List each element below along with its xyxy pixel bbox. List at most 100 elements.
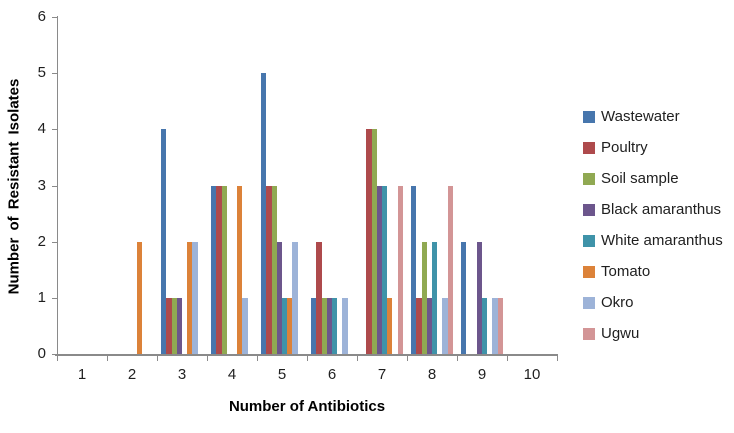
x-axis-title: Number of Antibiotics bbox=[228, 398, 386, 415]
legend-item: White amaranthus bbox=[583, 225, 723, 256]
legend-item: Black amaranthus bbox=[583, 194, 723, 225]
bar-ugwu bbox=[497, 297, 503, 354]
bar-okro bbox=[442, 297, 448, 354]
bar-soil-sample bbox=[221, 185, 227, 354]
y-tick-label: 5 bbox=[37, 64, 46, 82]
x-tick-label: 1 bbox=[77, 366, 87, 383]
x-tick-label: 8 bbox=[427, 366, 437, 383]
bar-tomato bbox=[387, 297, 393, 354]
y-tick-mark bbox=[52, 73, 57, 75]
bar-black-amaranthus bbox=[176, 297, 182, 354]
bar-black-amaranthus bbox=[426, 297, 432, 354]
legend-swatch-icon bbox=[583, 265, 595, 278]
y-tick-label: 3 bbox=[37, 176, 46, 194]
bar-poultry bbox=[366, 129, 372, 354]
bar-white-amaranthus bbox=[382, 185, 388, 354]
bar-poultry bbox=[266, 185, 272, 354]
bar-group-9 bbox=[457, 17, 507, 354]
y-tick-mark bbox=[52, 129, 57, 131]
y-tick-label: 1 bbox=[37, 288, 46, 306]
x-tick-mark bbox=[357, 356, 358, 361]
legend-label: Soil sample bbox=[601, 170, 679, 187]
legend-label: White amaranthus bbox=[601, 232, 723, 249]
x-tick-label: 2 bbox=[127, 366, 137, 383]
x-tick-label: 4 bbox=[227, 366, 237, 383]
y-tick-label: 2 bbox=[37, 232, 46, 250]
y-axis-line bbox=[57, 16, 58, 355]
x-tick-mark bbox=[557, 356, 558, 361]
x-tick-label: 9 bbox=[477, 366, 487, 383]
bar-wastewater bbox=[461, 241, 467, 354]
bar-black-amaranthus bbox=[476, 241, 482, 354]
x-tick-mark bbox=[507, 356, 508, 361]
legend-item: Okro bbox=[583, 287, 723, 318]
legend-item: Poultry bbox=[583, 132, 723, 163]
bar-group-8 bbox=[407, 17, 457, 354]
x-tick-mark bbox=[457, 356, 458, 361]
y-tick-label: 6 bbox=[37, 8, 46, 25]
x-tick-mark bbox=[207, 356, 208, 361]
x-tick-label: 3 bbox=[177, 366, 187, 383]
bar-soil-sample bbox=[321, 297, 327, 354]
bar-white-amaranthus bbox=[332, 297, 338, 354]
legend-item: Wastewater bbox=[583, 101, 723, 132]
x-tick-mark bbox=[307, 356, 308, 361]
bar-wastewater bbox=[211, 185, 217, 354]
bar-wastewater bbox=[411, 185, 417, 354]
legend-label: Wastewater bbox=[601, 108, 680, 125]
bar-white-amaranthus bbox=[432, 241, 438, 354]
legend: Wastewater Poultry Soil sample Black amaran… bbox=[583, 101, 723, 349]
x-tick-label: 7 bbox=[377, 366, 387, 383]
bar-group-5 bbox=[257, 17, 307, 354]
legend-label: Okro bbox=[601, 294, 634, 311]
legend-label: Ugwu bbox=[601, 325, 640, 342]
bar-wastewater bbox=[311, 297, 317, 354]
y-tick-mark bbox=[52, 17, 57, 18]
bar-soil-sample bbox=[271, 185, 277, 354]
legend-label: Tomato bbox=[601, 263, 651, 280]
legend-swatch-icon bbox=[583, 296, 595, 309]
bar-poultry bbox=[416, 297, 422, 354]
y-tick-mark bbox=[52, 185, 57, 187]
bar-wastewater bbox=[261, 73, 267, 354]
x-tick-label: 6 bbox=[327, 366, 337, 383]
bar-soil-sample bbox=[371, 129, 377, 354]
bar-okro bbox=[492, 297, 498, 354]
y-tick-label: 0 bbox=[37, 345, 46, 362]
legend-item: Soil sample bbox=[583, 163, 723, 194]
bar-okro bbox=[342, 297, 348, 354]
legend-swatch-icon bbox=[583, 327, 595, 340]
bar-poultry bbox=[216, 185, 222, 354]
bar-ugwu bbox=[397, 185, 403, 354]
legend-label: Poultry bbox=[601, 139, 648, 156]
x-tick-mark bbox=[157, 356, 158, 361]
bar-okro bbox=[192, 241, 198, 354]
x-tick-mark bbox=[257, 356, 258, 361]
x-tick-label: 5 bbox=[277, 366, 287, 383]
x-tick-mark bbox=[107, 356, 108, 361]
bar-white-amaranthus bbox=[282, 297, 288, 354]
bar-group-4 bbox=[207, 17, 257, 354]
bar-okro bbox=[292, 241, 298, 354]
bar-group-3 bbox=[157, 17, 207, 354]
bar-group-10 bbox=[507, 17, 557, 354]
bar-okro bbox=[242, 297, 248, 354]
legend-swatch-icon bbox=[583, 203, 595, 216]
y-tick-mark bbox=[52, 297, 57, 299]
y-tick-mark bbox=[52, 354, 57, 355]
bar-black-amaranthus bbox=[376, 185, 382, 354]
legend-swatch-icon bbox=[583, 141, 595, 154]
bar-poultry bbox=[166, 297, 172, 354]
x-tick-mark bbox=[57, 356, 58, 361]
bar-tomato bbox=[187, 241, 193, 354]
bar-white-amaranthus bbox=[482, 297, 488, 354]
bar-groups bbox=[57, 17, 557, 354]
bar-soil-sample bbox=[171, 297, 177, 354]
y-tick-mark bbox=[52, 241, 57, 243]
x-tick-mark bbox=[407, 356, 408, 361]
bar-group-7 bbox=[357, 17, 407, 354]
bar-group-2 bbox=[107, 17, 157, 354]
bar-poultry bbox=[316, 241, 322, 354]
plot-area bbox=[57, 17, 557, 354]
